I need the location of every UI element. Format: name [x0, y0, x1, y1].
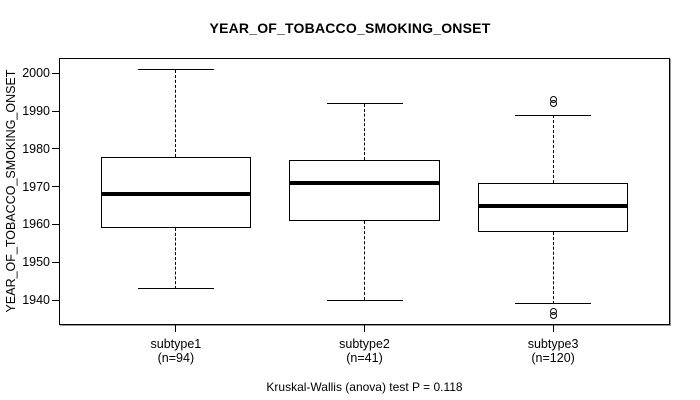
whisker-upper-subtype1	[175, 69, 177, 157]
x-category-label: subtype3 (n=120)	[483, 337, 623, 365]
outlier-point-subtype3	[549, 96, 557, 104]
whisker-cap-high-subtype3	[515, 114, 592, 116]
median-line-subtype2	[289, 180, 440, 185]
whisker-upper-subtype3	[552, 115, 554, 183]
x-tick-mark	[552, 325, 554, 332]
stat-test-caption: Kruskal-Wallis (anova) test P = 0.118	[266, 380, 463, 394]
whisker-lower-subtype3	[552, 232, 554, 304]
whisker-cap-low-subtype2	[326, 299, 403, 301]
y-tick-mark	[52, 110, 59, 112]
category-count: (n=94)	[157, 351, 195, 365]
y-tick-mark	[52, 186, 59, 188]
x-tick-mark	[175, 325, 177, 332]
y-tick-label: 2000	[22, 66, 50, 81]
x-category-label: subtype1 (n=94)	[106, 337, 246, 365]
y-tick-label: 1940	[22, 293, 50, 307]
x-tick-mark	[364, 325, 365, 332]
y-tick-mark	[52, 299, 59, 301]
y-tick-label: 1990	[22, 104, 50, 119]
whisker-cap-low-subtype3	[515, 303, 592, 305]
category-name: subtype3	[527, 337, 579, 351]
median-line-subtype3	[477, 203, 629, 208]
category-name: subtype2	[339, 337, 390, 351]
y-tick-mark	[52, 148, 59, 150]
whisker-cap-low-subtype1	[137, 288, 214, 290]
y-tick-mark	[52, 72, 59, 74]
y-tick-label: 1970	[22, 179, 50, 194]
category-name: subtype1	[150, 337, 202, 351]
y-tick-label: 1950	[22, 255, 50, 270]
x-category-label: subtype2 (n=41)	[295, 337, 435, 365]
chart-title: YEAR_OF_TOBACCO_SMOKING_ONSET	[209, 20, 491, 36]
whisker-lower-subtype2	[364, 220, 365, 300]
whisker-upper-subtype2	[364, 103, 365, 161]
whisker-cap-high-subtype2	[326, 103, 403, 105]
box-iqr-subtype2	[289, 160, 440, 221]
y-tick-mark	[52, 261, 59, 263]
category-count: (n=120)	[531, 351, 575, 365]
y-tick-mark	[52, 223, 59, 225]
whisker-lower-subtype1	[175, 228, 177, 289]
outlier-point-subtype3	[549, 307, 557, 315]
median-line-subtype1	[100, 192, 252, 197]
y-tick-label: 1960	[22, 217, 50, 232]
category-count: (n=41)	[346, 351, 383, 365]
plot-area	[59, 58, 670, 325]
whisker-cap-high-subtype1	[137, 69, 214, 71]
y-tick-label: 1980	[22, 141, 50, 156]
